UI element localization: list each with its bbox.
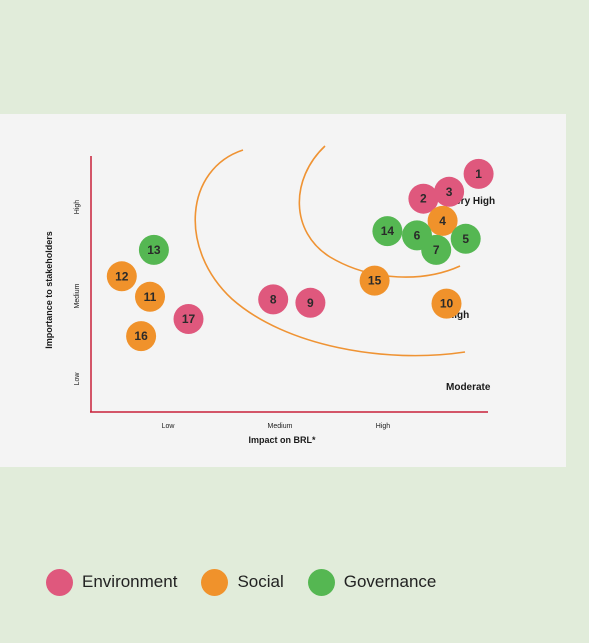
point-marker-4 [427, 205, 458, 236]
point-8: 8 [258, 284, 289, 315]
point-16: 16 [126, 321, 157, 352]
point-marker-3 [434, 176, 465, 207]
point-marker-11 [135, 281, 165, 312]
y-tick-low: Low [74, 372, 81, 386]
legend: Environment Social Governance [46, 566, 460, 598]
y-axis-label: Importance to stakeholders [44, 231, 54, 349]
point-17: 17 [173, 304, 204, 334]
legend-item-social: Social [201, 568, 284, 596]
point-label-16: 16 [134, 329, 148, 343]
zone-curve-high [194, 149, 466, 357]
point-label-14: 14 [381, 224, 395, 238]
point-marker-9 [295, 287, 326, 318]
point-label-10: 10 [440, 297, 454, 311]
zone-label-very-high: Very High [449, 196, 495, 207]
point-label-3: 3 [446, 185, 453, 199]
point-marker-17 [173, 304, 204, 334]
point-11: 11 [135, 281, 165, 312]
point-marker-7 [421, 234, 452, 265]
legend-dot-social [201, 568, 229, 596]
y-tick-high: High [74, 200, 81, 215]
x-tick-medium: Medium [268, 423, 293, 430]
point-3: 3 [434, 176, 465, 207]
point-label-5: 5 [462, 232, 469, 246]
legend-item-environment: Environment [46, 568, 178, 596]
point-label-13: 13 [147, 243, 161, 257]
point-marker-5 [450, 223, 481, 254]
x-axis-label: Impact on BRL* [248, 435, 316, 445]
point-14: 14 [372, 216, 403, 247]
point-4: 4 [427, 205, 458, 236]
point-label-12: 12 [115, 269, 129, 283]
point-label-9: 9 [307, 296, 314, 310]
point-13: 13 [138, 234, 169, 265]
zone-curve-very-high [298, 145, 461, 278]
point-label-17: 17 [182, 312, 196, 326]
point-label-4: 4 [439, 214, 446, 228]
point-marker-10 [431, 288, 462, 319]
point-7: 7 [421, 234, 452, 265]
point-label-1: 1 [475, 167, 482, 181]
x-tick-high: High [376, 423, 391, 430]
point-marker-8 [258, 284, 289, 315]
point-label-11: 11 [144, 290, 157, 304]
point-label-8: 8 [270, 292, 277, 306]
legend-dot-environment [46, 568, 73, 596]
legend-dot-governance [307, 568, 335, 596]
point-label-2: 2 [420, 192, 427, 206]
point-1: 1 [463, 158, 494, 189]
legend-label-governance: Governance [343, 572, 437, 591]
point-label-7: 7 [433, 243, 440, 257]
point-marker-14 [372, 216, 403, 247]
point-label-6: 6 [414, 228, 421, 242]
point-15: 15 [359, 265, 390, 296]
zone-label-high: High [447, 310, 469, 321]
point-marker-12 [106, 261, 137, 292]
zone-label-moderate: Moderate [446, 382, 491, 393]
point-marker-2 [408, 183, 439, 214]
point-5: 5 [450, 223, 481, 254]
chart-panel: Low Medium High Impact on BRL* Low Mediu… [0, 114, 566, 467]
point-marker-15 [359, 265, 390, 296]
point-marker-16 [126, 321, 157, 352]
x-tick-low: Low [162, 423, 176, 430]
point-12: 12 [106, 261, 137, 292]
point-9: 9 [295, 287, 326, 318]
point-10: 10 [431, 288, 462, 319]
legend-label-social: Social [237, 572, 284, 591]
materiality-chart: Low Medium High Impact on BRL* Low Mediu… [44, 145, 495, 445]
point-2: 2 [408, 183, 439, 214]
zone-curves [194, 145, 466, 357]
point-marker-1 [463, 158, 494, 189]
legend-item-governance: Governance [307, 568, 437, 596]
point-label-15: 15 [368, 274, 382, 288]
y-tick-medium: Medium [74, 283, 81, 308]
legend-label-environment: Environment [82, 572, 178, 591]
point-marker-13 [138, 234, 169, 265]
